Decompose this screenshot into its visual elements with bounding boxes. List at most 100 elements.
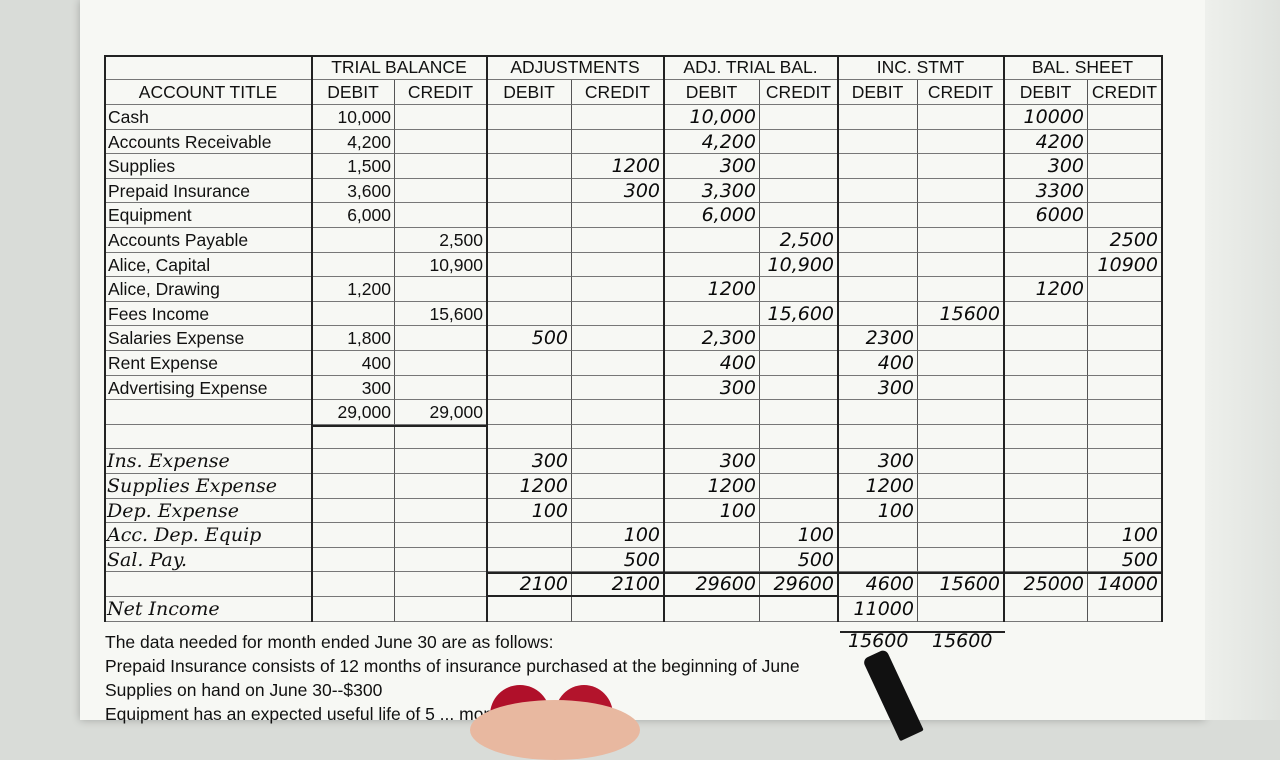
debit-cell [487, 351, 572, 376]
credit-cell: 300 [572, 178, 664, 204]
credit-cell [1088, 326, 1162, 351]
debit-cell: 100 [664, 498, 760, 524]
credit-cell: 15,600 [760, 301, 838, 327]
hand [470, 700, 640, 760]
debit-cell [487, 178, 572, 204]
debit-cell [664, 547, 760, 573]
debit-cell [1004, 424, 1088, 450]
credit-cell [395, 326, 487, 351]
debit-cell: 300 [487, 449, 572, 474]
debit-cell [1004, 326, 1088, 351]
credit-cell: 2100 [572, 572, 664, 597]
debit-cell: 300 [312, 375, 395, 401]
credit-cell [918, 474, 1004, 499]
credit-cell [395, 597, 487, 622]
debit-cell: 300 [838, 449, 918, 474]
credit-cell: 1200 [572, 154, 664, 179]
column-group-header: ADJ. TRIAL BAL. [664, 55, 838, 80]
credit-cell [395, 203, 487, 228]
credit-cell [1088, 351, 1162, 376]
debit-cell [664, 400, 760, 425]
credit-cell [572, 129, 664, 155]
debit-cell: 4,200 [664, 129, 760, 155]
credit-cell [1088, 178, 1162, 204]
credit-cell [1088, 129, 1162, 155]
debit-cell: 10,000 [312, 105, 395, 130]
top-border [105, 55, 1162, 57]
credit-cell: 29600 [760, 572, 838, 597]
column-divider [104, 55, 106, 622]
credit-cell: 14000 [1088, 572, 1162, 597]
debit-cell [487, 129, 572, 155]
debit-cell [664, 523, 760, 548]
column-divider [1161, 55, 1163, 622]
debit-cell [1004, 523, 1088, 548]
debit-cell: 25000 [1004, 572, 1088, 597]
note-line: The data needed for month ended June 30 … [105, 632, 554, 652]
debit-cell [312, 572, 395, 597]
credit-cell [572, 326, 664, 351]
debit-cell [487, 154, 572, 179]
debit-cell: 4,200 [312, 129, 395, 155]
credit-cell [760, 203, 838, 228]
credit-cell [918, 252, 1004, 278]
debit-cell [1004, 498, 1088, 524]
account-title-cell: Equipment [105, 203, 312, 228]
debit-cell: 3300 [1004, 178, 1088, 204]
credit-cell [395, 375, 487, 401]
debit-cell [312, 301, 395, 327]
account-title-cell: Cash [105, 105, 312, 130]
credit-cell: 500 [760, 547, 838, 573]
account-title-cell: Net Income [105, 597, 312, 622]
credit-cell [395, 474, 487, 499]
credit-cell [918, 203, 1004, 228]
credit-cell [572, 301, 664, 327]
credit-cell [1088, 105, 1162, 130]
credit-cell [1088, 203, 1162, 228]
debit-cell [487, 523, 572, 548]
credit-cell [918, 154, 1004, 179]
debit-cell [1004, 228, 1088, 253]
debit-cell [487, 597, 572, 622]
credit-cell [918, 449, 1004, 474]
debit-cell [664, 301, 760, 327]
debit-cell [312, 449, 395, 474]
credit-cell [760, 105, 838, 130]
note-line: Prepaid Insurance consists of 12 months … [105, 656, 800, 676]
debit-cell: 29,000 [312, 400, 395, 425]
debit-cell [664, 252, 760, 278]
double-rule [487, 595, 838, 597]
note-line: Supplies on hand on June 30--$300 [105, 680, 383, 700]
credit-cell: 2,500 [395, 228, 487, 253]
debit-cell [838, 424, 918, 450]
credit-cell [395, 277, 487, 302]
credit-cell [572, 400, 664, 425]
credit-cell [395, 449, 487, 474]
debit-cell [838, 105, 918, 130]
credit-cell [395, 424, 487, 450]
debit-cell: 300 [664, 154, 760, 179]
debit-cell [1004, 375, 1088, 401]
debit-cell [838, 547, 918, 573]
debit-cell [487, 547, 572, 573]
account-title-cell: Ins. Expense [105, 449, 312, 474]
credit-cell [918, 375, 1004, 401]
account-title-cell: Acc. Dep. Equip [105, 523, 312, 548]
credit-cell [395, 523, 487, 548]
debit-cell: 6,000 [664, 203, 760, 228]
credit-cell [760, 154, 838, 179]
credit-cell [1088, 424, 1162, 450]
account-title-cell: Advertising Expense [105, 375, 312, 401]
debit-header: DEBIT [664, 80, 760, 105]
debit-cell [838, 129, 918, 155]
debit-cell [487, 105, 572, 130]
debit-cell [838, 252, 918, 278]
debit-cell: 1200 [664, 474, 760, 499]
debit-cell: 1200 [1004, 277, 1088, 302]
account-title-cell: Supplies [105, 154, 312, 179]
debit-cell [1004, 400, 1088, 425]
debit-cell [312, 424, 395, 450]
credit-cell [760, 351, 838, 376]
debit-cell: 1200 [664, 277, 760, 302]
credit-cell [572, 203, 664, 228]
